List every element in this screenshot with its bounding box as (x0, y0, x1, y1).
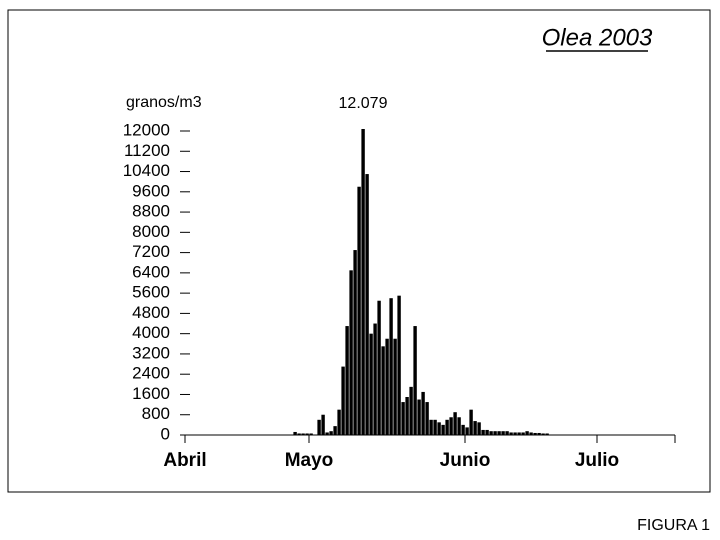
y-tick-label: 8000 (132, 222, 170, 241)
bar (429, 419, 433, 435)
bar (469, 409, 473, 435)
bar (497, 431, 501, 435)
bar (389, 298, 393, 435)
y-tick-label: 11200 (124, 141, 170, 160)
bar (461, 424, 465, 435)
bar (333, 426, 337, 435)
bar (441, 424, 445, 435)
bar (501, 431, 505, 435)
y-tick-label: 4000 (132, 323, 170, 342)
y-axis-label: granos/m3 (126, 94, 202, 111)
bar (513, 432, 517, 435)
x-tick-label: Junio (440, 450, 491, 471)
bar (325, 432, 329, 435)
bar (353, 250, 357, 435)
bar (529, 432, 533, 435)
y-tick-label: 10400 (123, 161, 170, 180)
bar (373, 323, 377, 435)
bar (341, 366, 345, 435)
footer: FIGURA 1 (637, 517, 710, 534)
y-tick-label: 1600 (132, 384, 170, 403)
bar (485, 429, 489, 435)
bar (405, 397, 409, 435)
chart-title: Olea 2003 (542, 24, 653, 51)
y-tick-label: 3200 (132, 343, 170, 362)
bar (525, 431, 529, 435)
x-tick-label: Mayo (285, 450, 334, 471)
y-tick-label: 6400 (132, 262, 170, 281)
bar (537, 432, 541, 435)
y-tick-label: 0 (161, 424, 170, 443)
bar (397, 295, 401, 435)
bar (417, 399, 421, 435)
value-label: 12.079 (339, 95, 388, 112)
bar (329, 431, 333, 435)
bar (453, 412, 457, 435)
bar (305, 433, 309, 435)
bar (433, 419, 437, 435)
bar (365, 174, 369, 436)
frame (7, 9, 711, 493)
bar (409, 386, 413, 435)
bar (449, 417, 453, 435)
bar (481, 429, 485, 435)
y-tick-label: 5600 (132, 283, 170, 302)
bar (393, 338, 397, 435)
y-tick-label: 8800 (132, 202, 170, 221)
bar (301, 433, 305, 435)
bar (361, 128, 365, 436)
bar (293, 431, 297, 435)
x-tick-label: Julio (575, 450, 619, 471)
bar (477, 422, 481, 435)
bar (521, 432, 525, 435)
bar (309, 433, 313, 435)
bar (465, 427, 469, 435)
bar (425, 402, 429, 435)
bar (413, 326, 417, 435)
y-tick-label: 4800 (132, 303, 170, 322)
bar (533, 432, 537, 435)
bar (381, 346, 385, 435)
bar (337, 409, 341, 435)
bar (385, 338, 389, 435)
bar (345, 326, 349, 435)
y-tick-label: 800 (142, 404, 170, 423)
bar (509, 432, 513, 435)
bar (377, 300, 381, 435)
bar (369, 333, 373, 435)
bar (473, 421, 477, 435)
bar (505, 431, 509, 435)
bar (321, 414, 325, 435)
y-tick-label: 2400 (132, 364, 170, 383)
x-tick-label: Abril (163, 450, 206, 471)
bar (493, 431, 497, 435)
y-tick-label: 12000 (123, 120, 170, 139)
y-tick-label: 7200 (132, 242, 170, 261)
bar (457, 417, 461, 435)
bar (541, 433, 545, 435)
bar (317, 419, 321, 435)
bar (421, 391, 425, 435)
bar (349, 270, 353, 435)
bar (489, 431, 493, 435)
bar (357, 186, 361, 435)
bar (545, 433, 549, 435)
bar (517, 432, 521, 435)
bar (445, 419, 449, 435)
bar (401, 402, 405, 435)
bar (437, 422, 441, 435)
bar (297, 433, 301, 435)
y-tick-label: 9600 (132, 181, 170, 200)
